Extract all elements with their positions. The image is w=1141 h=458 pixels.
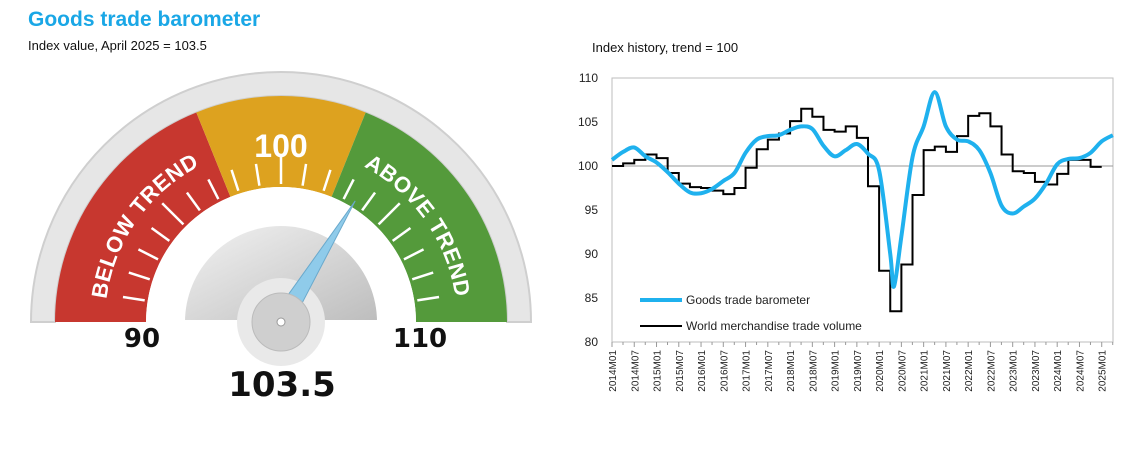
gauge-tick [391,226,412,242]
x-tick-label: 2017M07 [764,350,775,392]
x-tick-label: 2019M07 [853,350,864,392]
x-tick-label: 2018M07 [808,350,819,392]
gauge-tick [254,163,261,186]
gauge-mid-label: 100 [254,128,307,164]
x-axis: 2014M01 2014M07 2015M01 2015M07 2016M01 2016M… [608,342,1114,392]
x-tick-label: 2017M01 [742,350,753,392]
x-tick-label: 2025M01 [1098,350,1109,392]
gauge-tick [361,191,377,212]
x-tick-label: 2023M07 [1031,350,1042,392]
gauge-tick [301,163,308,186]
gauge-min-label: 90 [124,324,160,354]
gauge-inner-ring [146,187,416,322]
gauge-segment-below-trend [55,112,231,322]
x-tick-label: 2021M07 [942,350,953,392]
chart-title: Index history, trend = 100 [592,40,739,55]
y-tick-label: 110 [579,71,598,85]
x-tick-label: 2024M07 [1075,350,1086,392]
plot-area [611,77,1114,343]
x-tick-label: 2022M07 [986,350,997,392]
x-tick-label: 2018M01 [786,350,797,392]
gauge-pivot-center [276,317,286,327]
gauge-tick [128,271,151,281]
gauge-subtitle: Index value, April 2025 = 103.5 [28,38,207,53]
x-tick-label: 2024M01 [1053,350,1064,392]
x-tick-label: 2015M01 [653,350,664,392]
gauge-tick [137,248,159,261]
x-tick-label: 2015M07 [675,350,686,392]
gauge-tick [403,248,425,261]
gauge-segment-above-trend [331,112,507,322]
series-line-trade-volume [612,107,1102,313]
x-tick-label: 2016M07 [719,350,730,392]
series-group [610,90,1114,313]
gauge-tick [150,226,171,242]
x-tick-label: 2021M01 [920,350,931,392]
gauge: BELOW TREND ABOVE TREND 100 90 110 103.5 [29,71,533,405]
y-tick-label: 80 [585,335,599,349]
y-tick-label: 95 [585,203,599,217]
y-tick-label: 100 [578,159,598,173]
gauge-ticks [122,154,440,302]
legend: Goods trade barometer World merchandise … [640,293,862,333]
gauge-tick [185,191,201,212]
gauge-tick [161,202,185,226]
gauge-tick [417,295,440,302]
gauge-max-label: 110 [393,324,447,354]
x-tick-label: 2020M07 [897,350,908,392]
x-tick-label: 2016M01 [697,350,708,392]
gauge-tick [122,295,145,302]
gauge-tick [377,202,401,226]
series-line-barometer [610,90,1114,289]
page-title: Goods trade barometer [28,8,261,31]
gauge-value-label: 103.5 [228,365,336,405]
y-tick-label: 85 [585,291,599,305]
gauge-tick [230,169,240,192]
x-tick-label: 2014M01 [608,350,619,392]
x-tick-label: 2014M07 [630,350,641,392]
legend-label-trade-volume: World merchandise trade volume [686,319,862,333]
gauge-tick [342,178,355,200]
y-tick-label: 105 [578,115,598,129]
x-tick-label: 2023M01 [1009,350,1020,392]
gauge-tick [207,178,220,200]
gauge-tick [322,169,332,192]
y-tick-label: 90 [585,247,599,261]
gauge-segment-trend [196,95,366,197]
x-tick-label: 2019M01 [831,350,842,392]
x-tick-label: 2020M01 [875,350,886,392]
legend-label-barometer: Goods trade barometer [686,293,810,307]
gauge-tick [411,271,434,281]
y-axis: 80 85 90 95 100 105 110 [578,71,598,349]
x-tick-label: 2022M01 [964,350,975,392]
